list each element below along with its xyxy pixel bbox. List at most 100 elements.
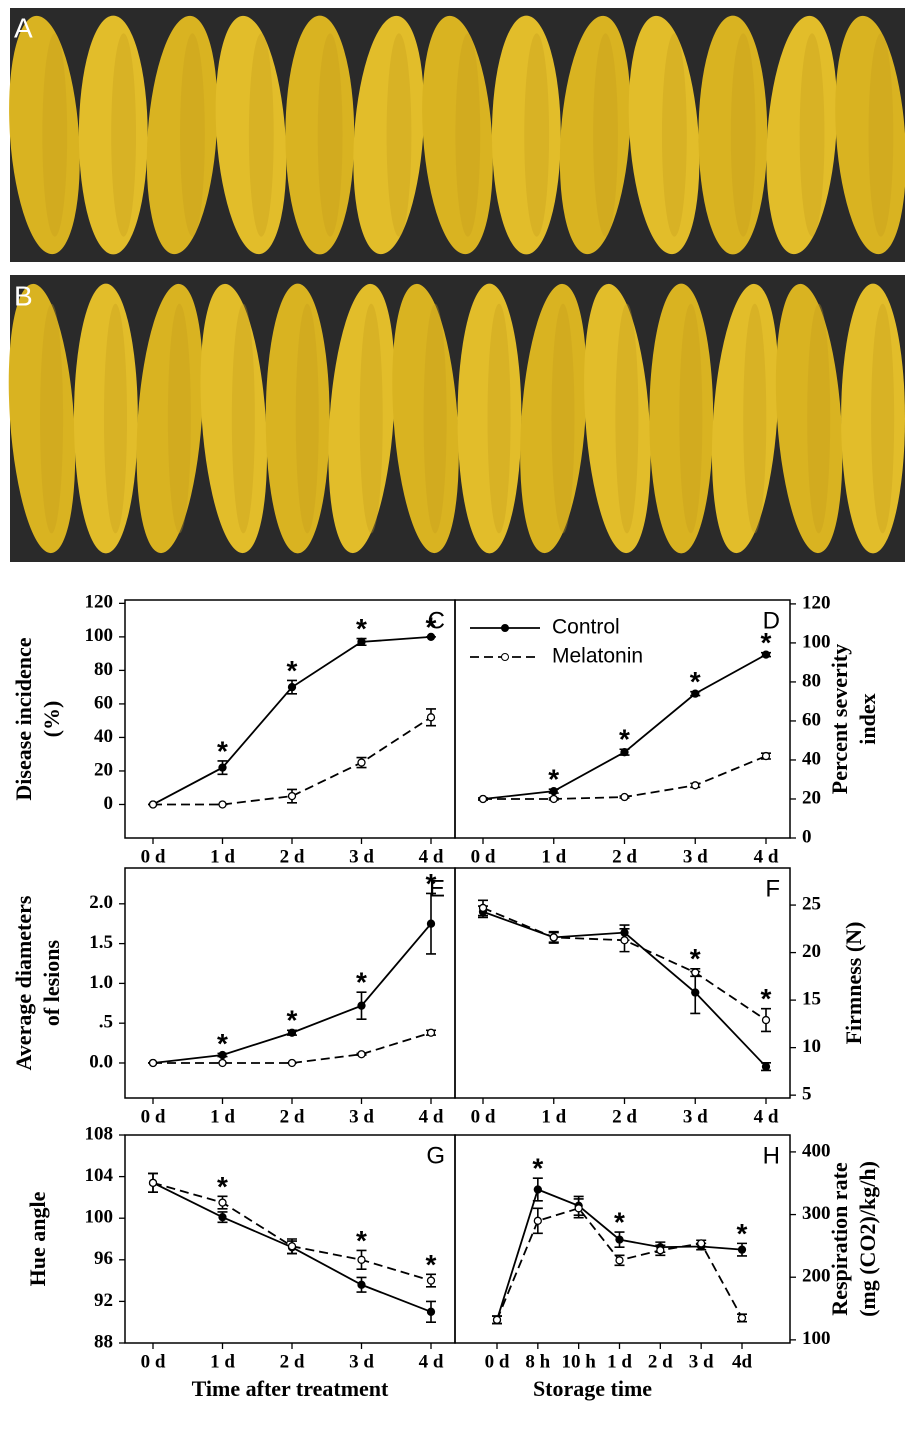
data-point [426, 1276, 436, 1285]
banana-shade [551, 303, 575, 534]
data-point [761, 1062, 771, 1071]
series-line [153, 1031, 432, 1064]
data-point [691, 968, 700, 977]
plot-frame [454, 599, 791, 839]
x-tick-label: 2 d [280, 1351, 305, 1372]
data-point [533, 1185, 542, 1194]
banana [835, 15, 905, 255]
legend-label: Control [552, 616, 620, 639]
data-point [620, 936, 629, 945]
y-tick-label: 1.0 [89, 972, 113, 993]
x-tick-label: 3 d [349, 1106, 374, 1127]
x-tick-label: 8 h [525, 1351, 550, 1372]
x-tick-label: 3 d [683, 846, 708, 867]
y-axis-label: (mg (CO2)/kg/h) [855, 1161, 880, 1317]
y-axis-label: index [855, 693, 880, 744]
significance-marker: * [532, 1153, 543, 1184]
banana [9, 15, 80, 255]
y-tick-label: 96 [94, 1248, 113, 1269]
y-tick-label: 100 [85, 1207, 114, 1228]
banana-shade [743, 303, 767, 534]
x-tick-label: 2 d [280, 846, 305, 867]
data-point [287, 791, 297, 801]
y-tick-label: 120 [802, 592, 831, 613]
x-tick-label: 1 d [541, 1106, 566, 1127]
x-tick-label: 2 d [612, 846, 637, 867]
banana [841, 283, 905, 554]
banana [146, 15, 218, 255]
banana-shade [40, 303, 64, 534]
x-tick-label: 2 d [648, 1351, 673, 1372]
data-point [615, 1256, 624, 1265]
banana-shade [679, 303, 703, 534]
x-tick-label: 0 d [141, 1351, 166, 1372]
banana-shade [111, 33, 136, 237]
banana-shade [730, 33, 756, 237]
banana-shade [103, 303, 127, 534]
data-point [492, 1315, 502, 1324]
banana-shade [295, 303, 319, 534]
series-line [483, 755, 767, 800]
series-line [153, 716, 432, 806]
x-tick-label: 0 d [471, 846, 496, 867]
data-point [218, 1058, 227, 1068]
banana [136, 283, 204, 554]
data-point [426, 713, 436, 722]
data-point [656, 1246, 665, 1255]
y-axis-label: Disease incidence [11, 637, 36, 800]
y-tick-label: 200 [802, 1266, 831, 1287]
banana [215, 15, 287, 255]
banana [649, 283, 714, 554]
significance-marker: * [356, 613, 367, 644]
y-tick-label: 5 [802, 1084, 812, 1105]
banana [491, 15, 561, 255]
data-point [426, 632, 436, 642]
photo-label: A [14, 12, 33, 43]
banana [457, 283, 522, 554]
y-tick-label: 15 [802, 988, 821, 1009]
x-tick-label: 0 d [141, 846, 166, 867]
y-tick-label: 400 [802, 1140, 831, 1161]
y-tick-label: 300 [802, 1203, 831, 1224]
x-tick-label: 4 d [419, 846, 444, 867]
data-point [549, 794, 558, 804]
banana [353, 15, 424, 255]
data-point [218, 800, 227, 809]
plot-frame [454, 867, 791, 1099]
legend-marker [501, 653, 509, 661]
significance-marker: * [619, 724, 630, 755]
banana-shade [807, 303, 831, 534]
x-tick-label: 2 d [612, 1106, 637, 1127]
plot-frame [454, 1134, 791, 1344]
series-line [152, 1181, 432, 1282]
y-tick-label: 25 [802, 893, 821, 914]
x-tick-label: 3 d [683, 1106, 708, 1127]
x-tick-label: 0 d [471, 1106, 496, 1127]
data-point [737, 1245, 747, 1254]
x-tick-label: 3 d [689, 1351, 714, 1372]
panel-label: C [428, 607, 445, 634]
y-axis-label: (%) [39, 701, 64, 738]
banana [285, 15, 355, 255]
bananas [8, 15, 905, 554]
banana-shade [593, 33, 618, 237]
banana-shade [423, 303, 447, 534]
banana [392, 283, 459, 554]
x-tick-label: 0 d [485, 1351, 510, 1372]
banana-shade [180, 33, 205, 237]
y-tick-label: 0.0 [89, 1051, 113, 1072]
banana-shade [231, 303, 255, 534]
y-tick-label: 120 [85, 592, 114, 613]
y-tick-label: 20 [94, 759, 113, 780]
significance-marker: * [690, 666, 701, 697]
banana-shade [455, 33, 481, 237]
x-tick-label: 1 d [210, 1351, 235, 1372]
y-tick-label: 2.0 [89, 892, 113, 913]
panel-label: G [426, 1142, 445, 1169]
banana [422, 15, 493, 255]
x-axis-label: Storage time [533, 1376, 652, 1401]
banana-shade [248, 33, 274, 237]
significance-marker: * [287, 655, 298, 686]
series-line [152, 923, 432, 1064]
banana [628, 15, 700, 255]
